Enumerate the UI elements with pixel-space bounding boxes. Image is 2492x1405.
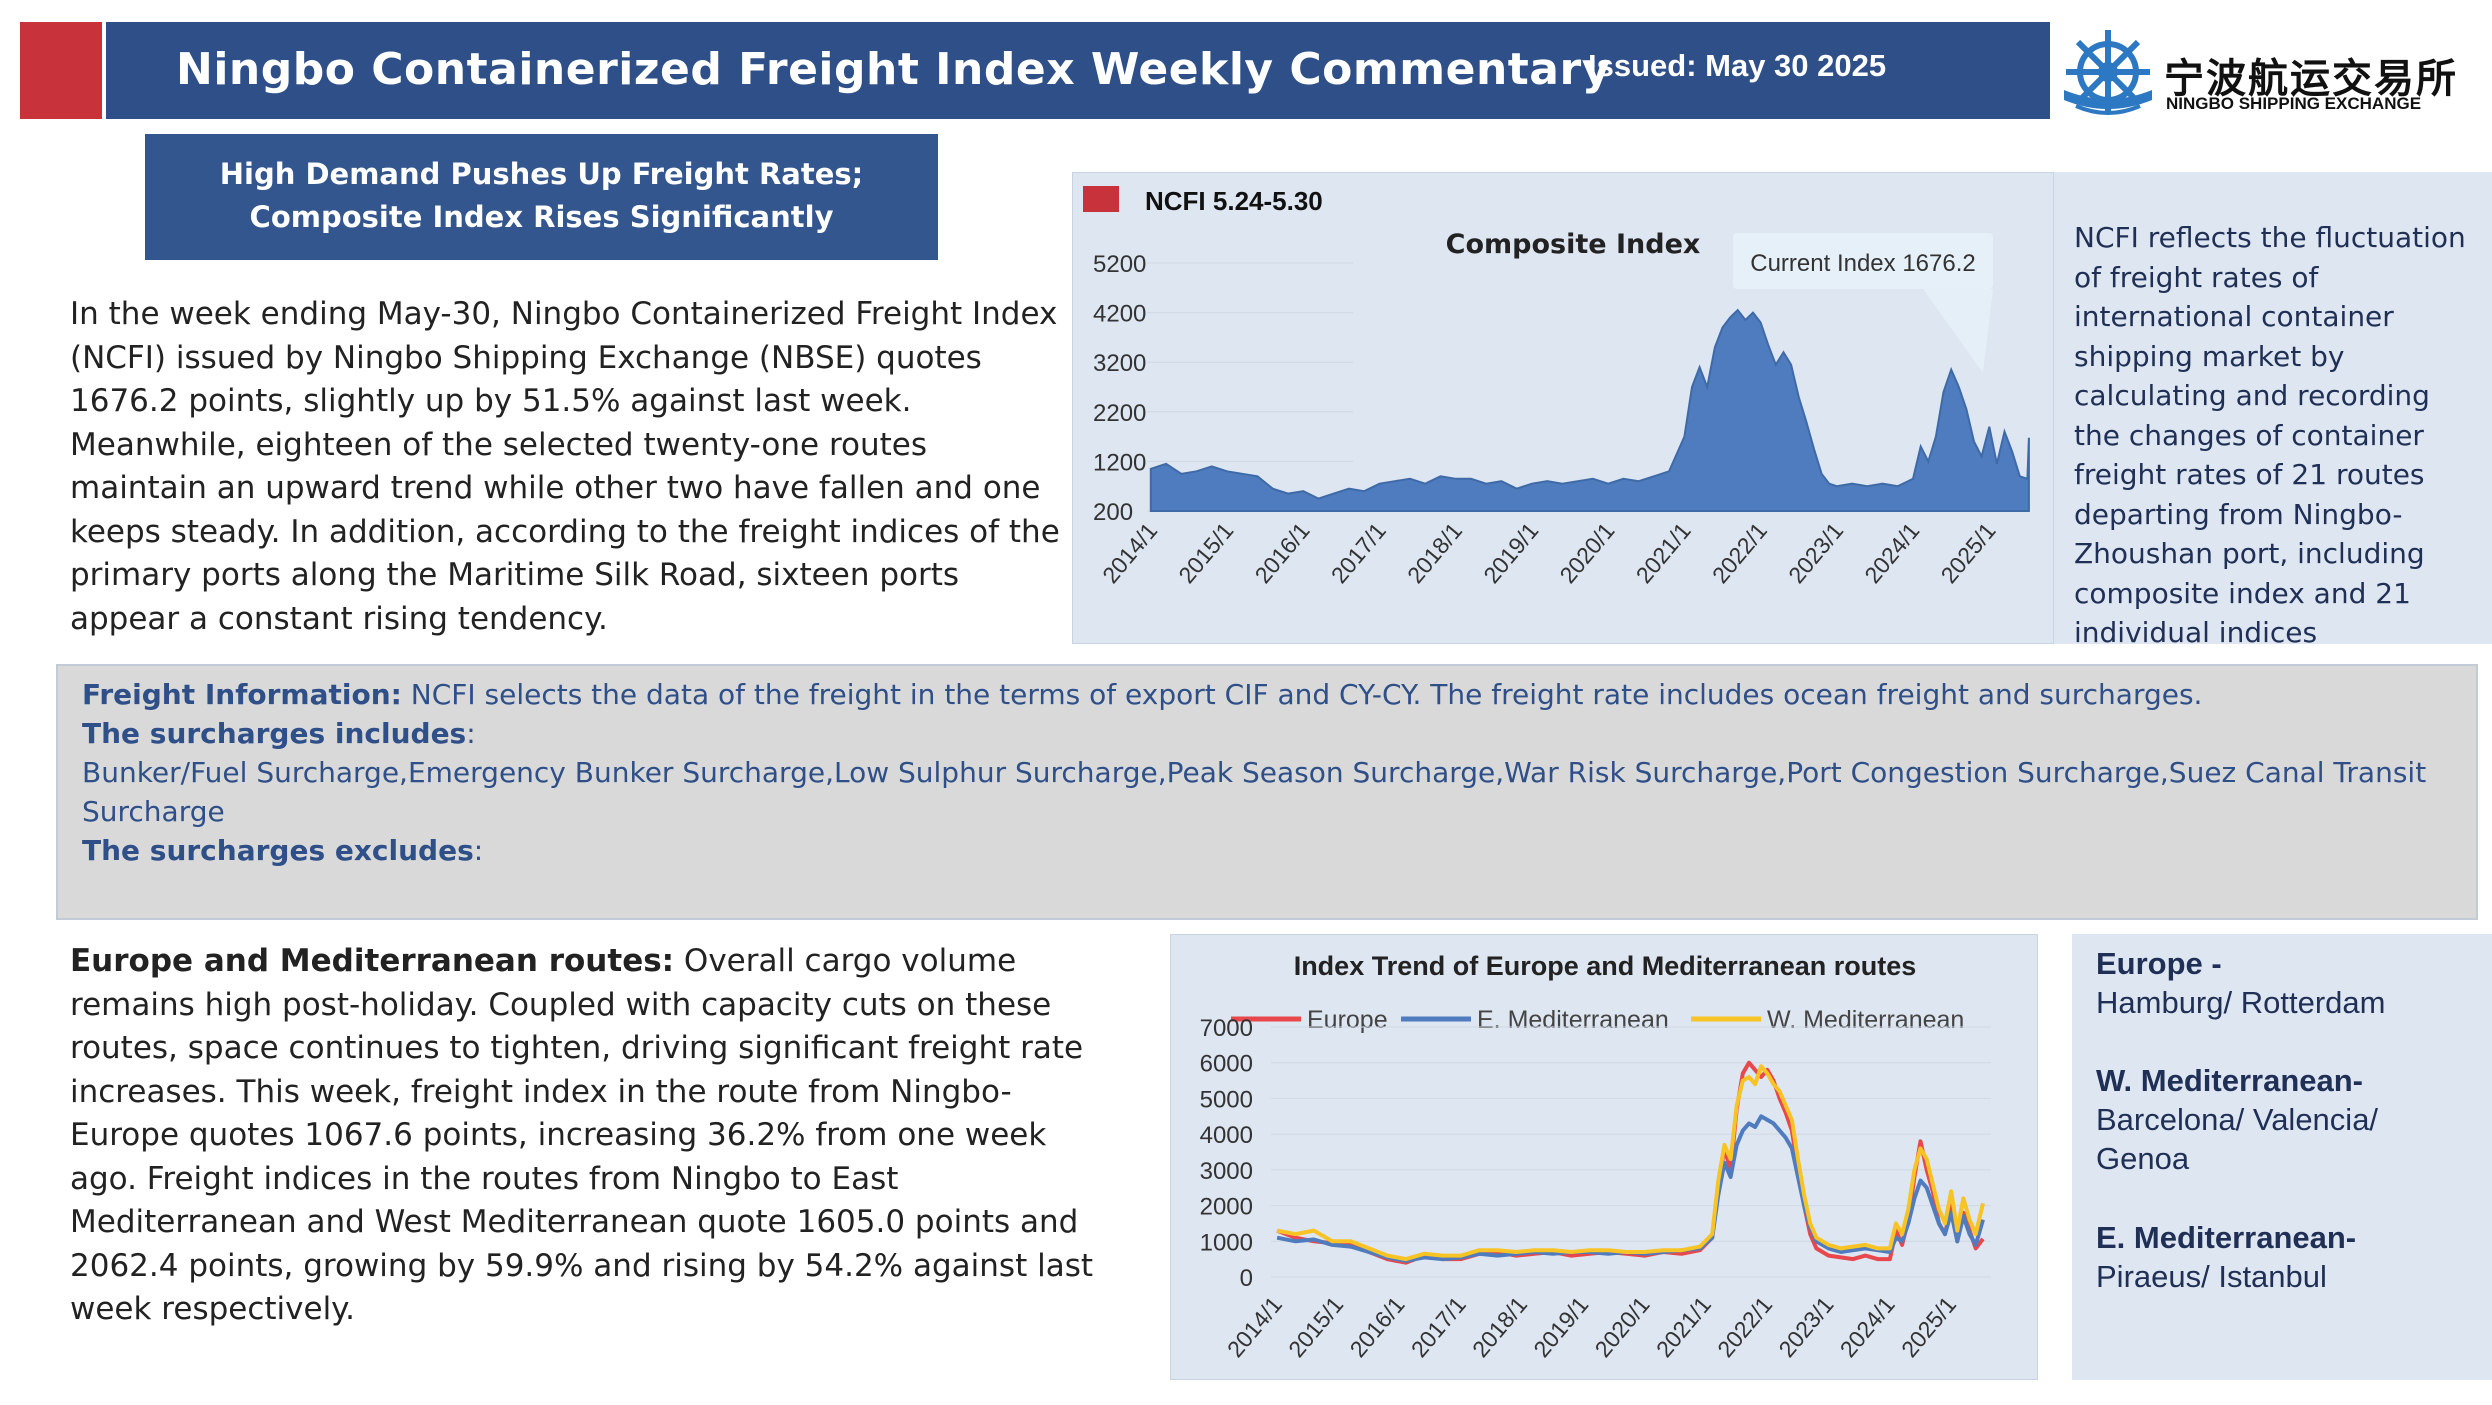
- x-tick-label: 2018/1: [1467, 1292, 1532, 1363]
- y-tick-label: 2000: [1200, 1194, 1253, 1221]
- y-tick-label: 200: [1093, 499, 1133, 526]
- surcharges-excludes-colon: :: [473, 834, 484, 867]
- surcharges-excludes-heading: The surcharges excludes:: [82, 834, 483, 867]
- freight-info-text: NCFI selects the data of the freight in …: [401, 678, 2203, 711]
- legend-label: Europe: [1307, 1006, 1388, 1034]
- y-tick-label: 4200: [1093, 301, 1146, 328]
- wmed-route-ports: Barcelona/ Valencia/: [2096, 1102, 2379, 1137]
- composite-index-area: [1149, 308, 2030, 512]
- logo-chinese-name: 宁波航运交易所: [2164, 56, 2458, 102]
- ship-wheel-icon: [2064, 30, 2152, 115]
- composite-index-svg: NCFI 5.24-5.30 Composite Index Current I…: [1083, 186, 2030, 589]
- intro-paragraph: In the week ending May-30, Ningbo Contai…: [70, 296, 1060, 637]
- x-tick-label: 2022/1: [1712, 1292, 1777, 1363]
- y-tick-label: 6000: [1200, 1051, 1253, 1078]
- y-tick-label: 1000: [1200, 1229, 1253, 1256]
- x-tick-label: 2017/1: [1326, 518, 1391, 589]
- headline-line-2: Composite Index Rises Significantly: [249, 200, 834, 234]
- logo-english-name: NINGBO SHIPPING EXCHANGE: [2166, 94, 2422, 113]
- y-tick-label: 5000: [1200, 1086, 1253, 1113]
- x-tick-label: 2021/1: [1631, 518, 1696, 589]
- header-accent-block: [20, 22, 102, 119]
- y-tick-label: 2200: [1093, 400, 1146, 427]
- x-tick-label: 2022/1: [1707, 518, 1772, 589]
- x-tick-label: 2024/1: [1835, 1292, 1900, 1363]
- route-ports-box: Europe - Hamburg/ Rotterdam W. Mediterra…: [2072, 934, 2492, 1380]
- ncfi-description: NCFI reflects the fluctuation of freight…: [2074, 221, 2466, 649]
- nbse-logo: 宁波航运交易所 NINGBO SHIPPING EXCHANGE: [2058, 24, 2472, 122]
- surcharges-includes-label: The surcharges includes: [82, 717, 467, 750]
- y-tick-label: 5200: [1093, 251, 1146, 278]
- x-tick-label: 2024/1: [1859, 518, 1924, 589]
- x-tick-label: 2015/1: [1283, 1292, 1348, 1363]
- europe-routes-label: Europe and Mediterranean routes:: [70, 943, 675, 979]
- ncfi-description-box: NCFI reflects the fluctuation of freight…: [2054, 172, 2492, 649]
- legend-swatch: [1083, 186, 1119, 212]
- y-tick-label: 0: [1240, 1265, 1253, 1292]
- legend-label: NCFI 5.24-5.30: [1145, 186, 1323, 216]
- surcharges-includes-colon: :: [466, 717, 476, 750]
- wmed-route-heading: W. Mediterranean-: [2096, 1063, 2363, 1098]
- page-title: Ningbo Containerized Freight Index Weekl…: [176, 44, 1611, 95]
- x-tick-label: 2020/1: [1554, 518, 1619, 589]
- x-tick-label: 2025/1: [1896, 1292, 1961, 1363]
- legend-label: E. Mediterranean: [1477, 1006, 1669, 1034]
- headline-box: High Demand Pushes Up Freight Rates; Com…: [145, 134, 938, 260]
- x-tick-label: 2017/1: [1406, 1292, 1471, 1363]
- x-tick-label: 2023/1: [1783, 518, 1848, 589]
- annotation-callout: [1733, 233, 1993, 289]
- y-tick-label: 3000: [1200, 1158, 1253, 1185]
- freight-info-line: Freight Information: NCFI selects the da…: [82, 678, 2202, 711]
- x-tick-label: 2019/1: [1478, 518, 1543, 589]
- x-tick-label: 2014/1: [1097, 518, 1162, 589]
- series-line: [1276, 1114, 1985, 1263]
- y-tick-label: 3200: [1093, 350, 1146, 377]
- x-tick-label: 2014/1: [1222, 1292, 1287, 1363]
- series-line: [1276, 1060, 1985, 1265]
- annotation-text: Current Index 1676.2: [1750, 250, 1975, 277]
- freight-information-box: Freight Information: NCFI selects the da…: [56, 664, 2478, 920]
- x-tick-label: 2025/1: [1936, 518, 2001, 589]
- x-tick-label: 2018/1: [1402, 518, 1467, 589]
- chart-title: Index Trend of Europe and Mediterranean …: [1294, 951, 1917, 981]
- x-tick-label: 2016/1: [1344, 1292, 1409, 1363]
- surcharges-includes-list-cont: Surcharge: [82, 795, 225, 828]
- x-tick-label: 2016/1: [1250, 518, 1315, 589]
- europe-med-trend-chart: Index Trend of Europe and Mediterranean …: [1170, 934, 2038, 1380]
- headline-line-1: High Demand Pushes Up Freight Rates;: [219, 157, 864, 191]
- emed-route-ports: Piraeus/ Istanbul: [2096, 1259, 2327, 1294]
- europe-route-ports: Hamburg/ Rotterdam: [2096, 985, 2386, 1020]
- europe-med-trend-svg: Index Trend of Europe and Mediterranean …: [1200, 951, 1991, 1363]
- issued-date: Issued: May 30 2025: [1588, 48, 1887, 83]
- annotation-pointer: [1923, 289, 1993, 373]
- y-tick-label: 4000: [1200, 1122, 1253, 1149]
- x-tick-label: 2015/1: [1173, 518, 1238, 589]
- composite-index-chart: NCFI 5.24-5.30 Composite Index Current I…: [1072, 172, 2054, 644]
- series-line: [1276, 1064, 1985, 1262]
- surcharges-includes-list: Bunker/Fuel Surcharge,Emergency Bunker S…: [82, 756, 2427, 789]
- x-tick-label: 2023/1: [1773, 1292, 1838, 1363]
- europe-routes-paragraph: Europe and Mediterranean routes: Overall…: [70, 940, 1110, 1332]
- surcharges-includes-heading: The surcharges includes:: [82, 717, 476, 750]
- wmed-route-ports-cont: Genoa: [2096, 1141, 2190, 1176]
- x-tick-label: 2019/1: [1528, 1292, 1593, 1363]
- x-tick-label: 2021/1: [1651, 1292, 1716, 1363]
- europe-routes-text: Overall cargo volume remains high post-h…: [70, 943, 1093, 1327]
- surcharges-excludes-label: The surcharges excludes: [82, 834, 474, 867]
- chart-title: Composite Index: [1446, 229, 1701, 260]
- y-tick-label: 1200: [1093, 449, 1146, 476]
- freight-info-label: Freight Information:: [82, 678, 402, 711]
- y-tick-label: 7000: [1200, 1015, 1253, 1042]
- europe-route-heading: Europe -: [2096, 946, 2222, 981]
- x-tick-label: 2020/1: [1590, 1292, 1655, 1363]
- emed-route-heading: E. Mediterranean-: [2096, 1220, 2357, 1255]
- header-bar: [106, 22, 2050, 119]
- legend-label: W. Mediterranean: [1767, 1006, 1964, 1034]
